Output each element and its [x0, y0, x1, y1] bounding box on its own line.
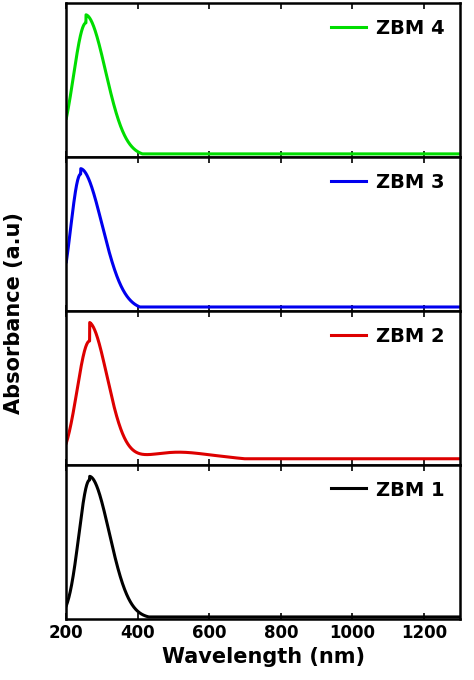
Legend: ZBM 3: ZBM 3: [325, 167, 450, 198]
Text: Absorbance (a.u): Absorbance (a.u): [4, 212, 24, 413]
X-axis label: Wavelength (nm): Wavelength (nm): [162, 647, 365, 667]
Legend: ZBM 1: ZBM 1: [325, 475, 450, 505]
Legend: ZBM 4: ZBM 4: [325, 13, 450, 44]
Legend: ZBM 2: ZBM 2: [325, 321, 450, 352]
